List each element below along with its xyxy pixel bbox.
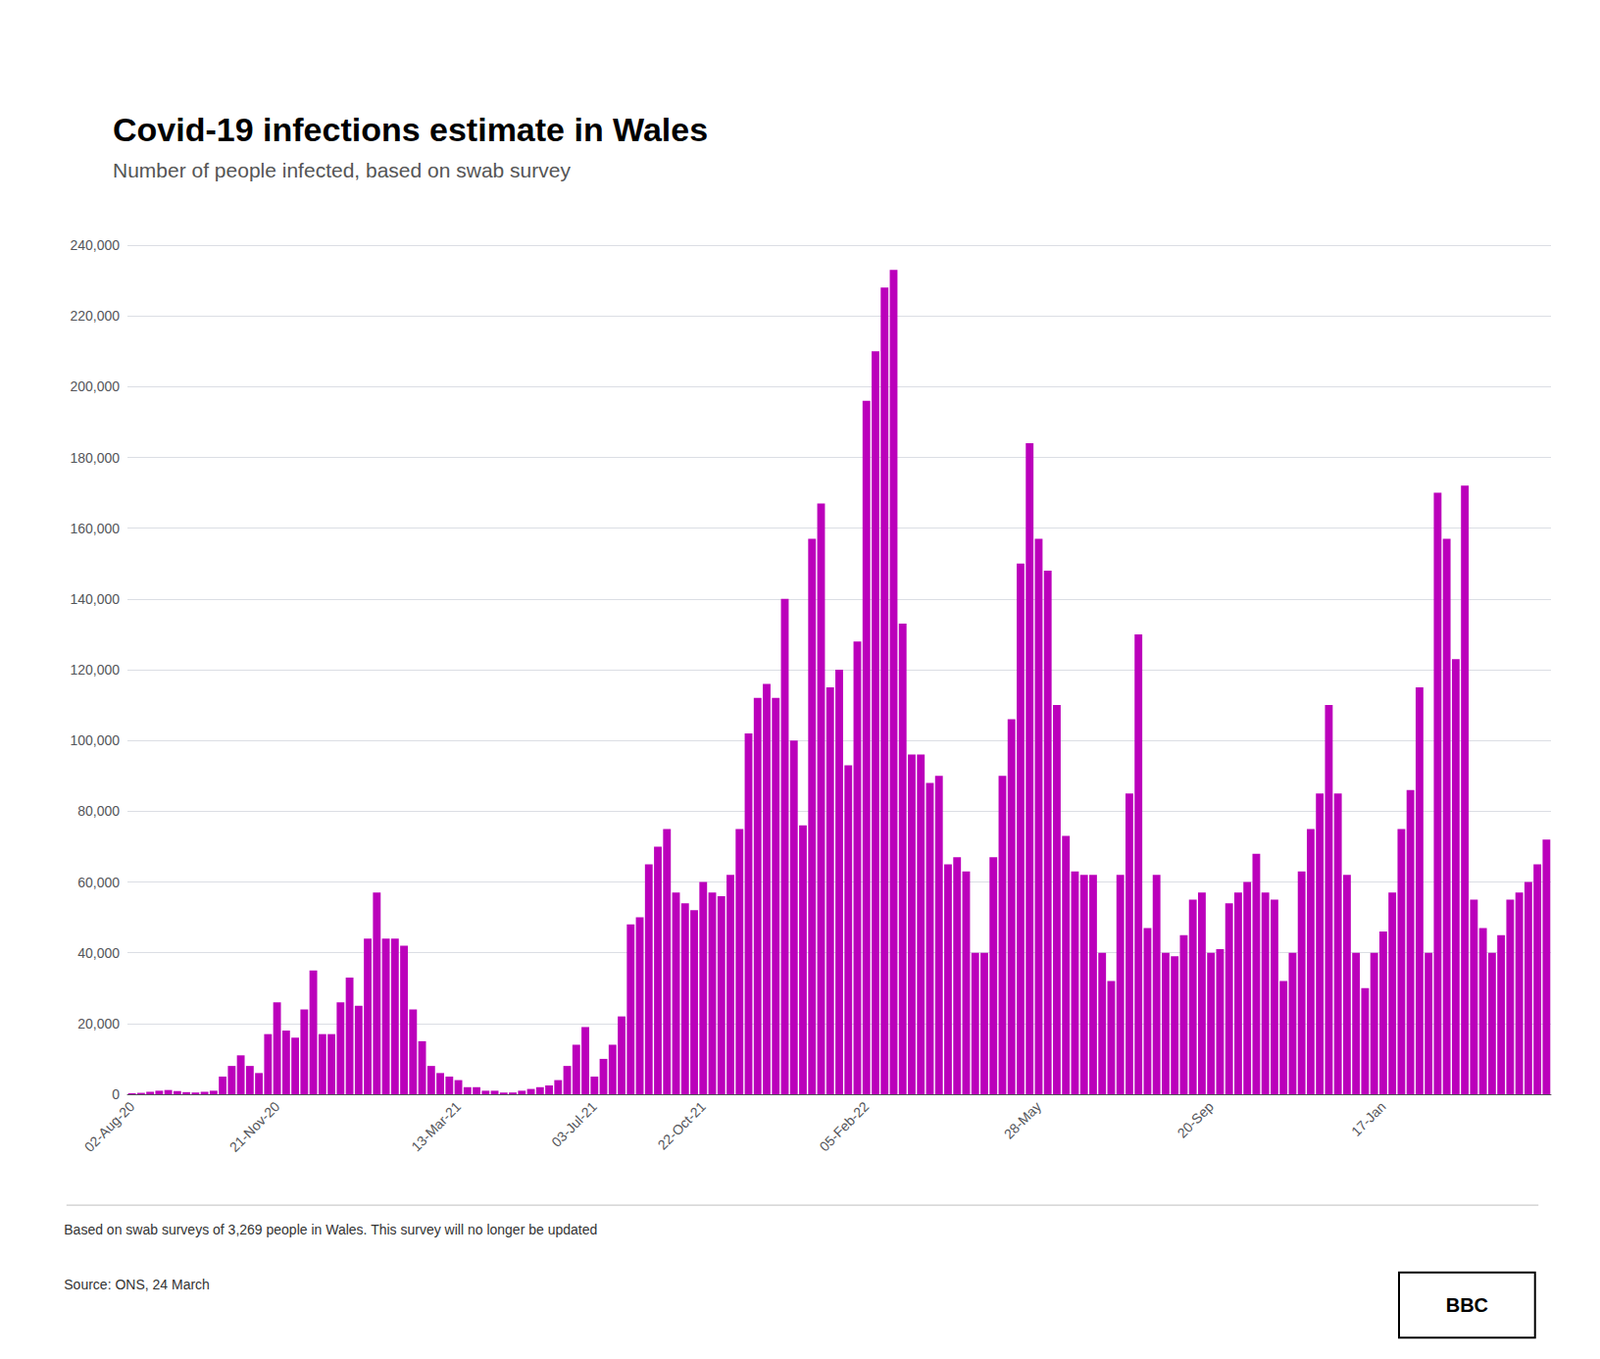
svg-text:BBC: BBC xyxy=(1446,1294,1489,1316)
svg-text:40,000: 40,000 xyxy=(77,945,120,961)
svg-text:20,000: 20,000 xyxy=(77,1015,120,1032)
svg-text:80,000: 80,000 xyxy=(77,802,120,819)
svg-text:02-Aug-20: 02-Aug-20 xyxy=(81,1098,139,1155)
svg-text:22-Oct-21: 22-Oct-21 xyxy=(654,1098,709,1152)
svg-text:20-Sep: 20-Sep xyxy=(1174,1098,1217,1141)
svg-text:240,000: 240,000 xyxy=(69,237,120,253)
svg-text:05-Feb-22: 05-Feb-22 xyxy=(815,1098,872,1154)
svg-text:13-Mar-21: 13-Mar-21 xyxy=(407,1098,464,1154)
svg-text:03-Jul-21: 03-Jul-21 xyxy=(548,1098,600,1150)
svg-text:Source: ONS, 24 March: Source: ONS, 24 March xyxy=(63,1276,210,1293)
svg-text:180,000: 180,000 xyxy=(69,450,120,466)
svg-text:17-Jan: 17-Jan xyxy=(1348,1098,1390,1140)
svg-text:60,000: 60,000 xyxy=(77,874,120,891)
svg-text:21-Nov-20: 21-Nov-20 xyxy=(226,1098,284,1155)
svg-text:100,000: 100,000 xyxy=(69,732,120,749)
svg-text:120,000: 120,000 xyxy=(69,661,120,678)
svg-text:Covid-19 infections estimate i: Covid-19 infections estimate in Wales xyxy=(112,110,708,149)
svg-text:160,000: 160,000 xyxy=(69,520,120,537)
svg-text:200,000: 200,000 xyxy=(69,378,120,395)
svg-text:0: 0 xyxy=(111,1086,120,1102)
svg-text:220,000: 220,000 xyxy=(69,307,120,324)
svg-text:140,000: 140,000 xyxy=(69,591,120,607)
svg-text:Number of people infected, bas: Number of people infected, based on swab… xyxy=(112,158,571,182)
svg-text:Based on swab surveys of 3,269: Based on swab surveys of 3,269 people in… xyxy=(63,1221,598,1238)
svg-text:28-May: 28-May xyxy=(1000,1098,1045,1142)
